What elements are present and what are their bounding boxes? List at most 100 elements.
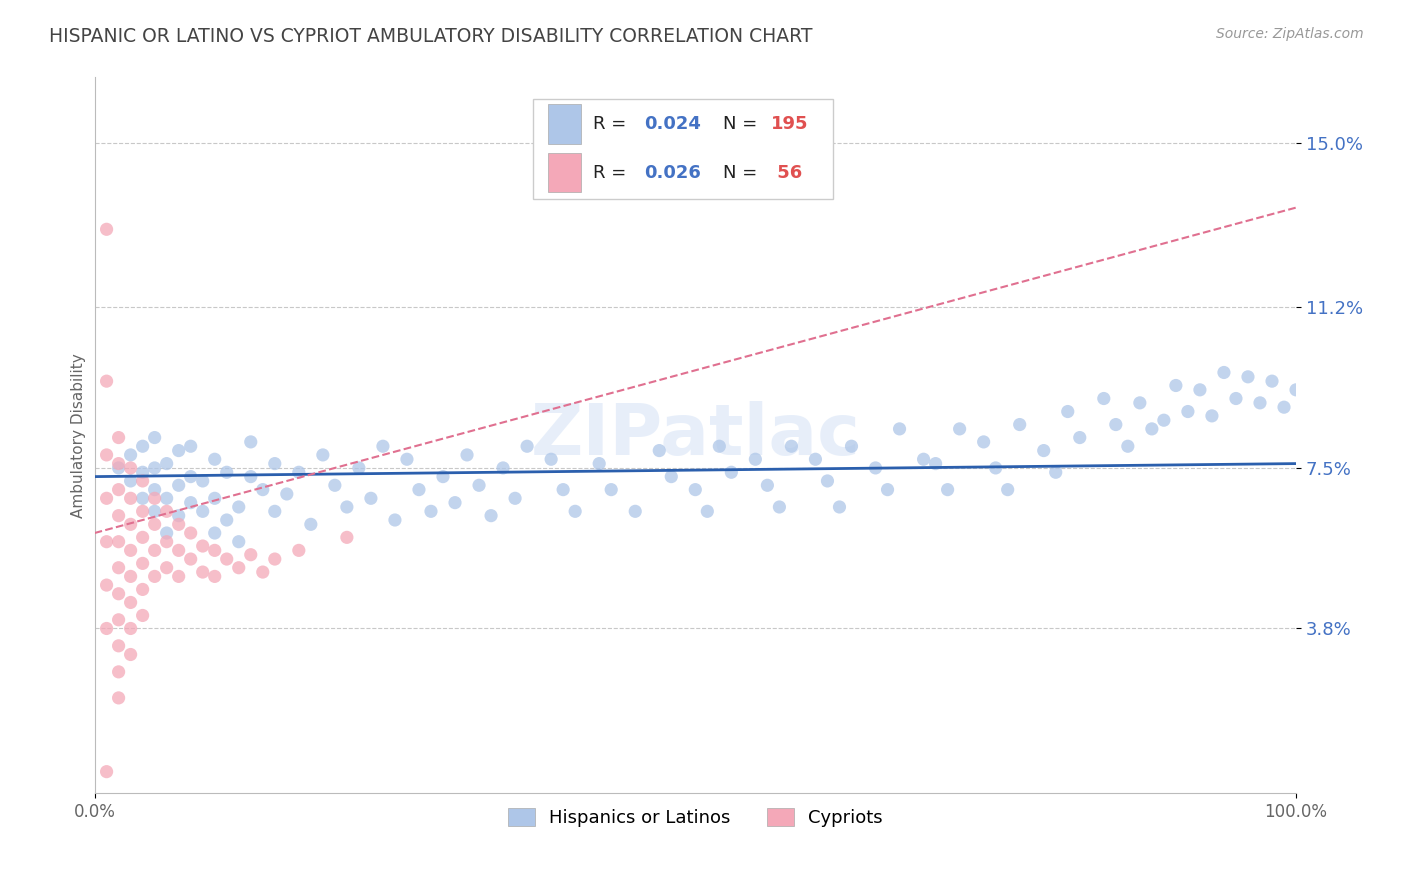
Point <box>780 439 803 453</box>
Text: N =: N = <box>723 163 763 182</box>
Point <box>96 448 118 462</box>
Point <box>180 552 202 566</box>
Point <box>1105 417 1128 432</box>
Point <box>709 439 731 453</box>
Point <box>191 539 214 553</box>
Point <box>107 665 129 679</box>
Point <box>817 474 839 488</box>
Point <box>204 543 226 558</box>
Point <box>336 530 359 544</box>
Point <box>1032 443 1054 458</box>
Point <box>107 560 129 574</box>
Point <box>420 504 443 518</box>
Point <box>131 474 153 488</box>
Point <box>167 543 190 558</box>
Point <box>468 478 491 492</box>
Point <box>120 491 142 506</box>
Point <box>167 478 190 492</box>
Point <box>768 500 790 514</box>
Point <box>131 530 153 544</box>
Point <box>276 487 298 501</box>
Point <box>107 457 129 471</box>
Point <box>456 448 478 462</box>
Point <box>1069 431 1091 445</box>
Point <box>143 483 166 497</box>
Point <box>1116 439 1139 453</box>
Point <box>588 457 610 471</box>
Point <box>1201 409 1223 423</box>
Point <box>865 461 887 475</box>
Point <box>167 569 190 583</box>
Point <box>120 595 142 609</box>
Text: HISPANIC OR LATINO VS CYPRIOT AMBULATORY DISABILITY CORRELATION CHART: HISPANIC OR LATINO VS CYPRIOT AMBULATORY… <box>49 27 813 45</box>
Point <box>143 569 166 583</box>
Point <box>347 461 370 475</box>
Point <box>252 483 274 497</box>
Point <box>180 496 202 510</box>
Point <box>263 457 285 471</box>
Point <box>120 448 142 462</box>
Point <box>432 469 454 483</box>
Point <box>131 439 153 453</box>
Point <box>156 534 179 549</box>
Point <box>191 474 214 488</box>
Point <box>1213 366 1236 380</box>
Point <box>167 443 190 458</box>
Point <box>156 491 179 506</box>
Point <box>1177 404 1199 418</box>
Point <box>1045 465 1067 479</box>
Point <box>1272 400 1295 414</box>
Point <box>516 439 538 453</box>
Text: 195: 195 <box>770 115 808 133</box>
Point <box>720 465 742 479</box>
Text: 56: 56 <box>770 163 803 182</box>
Point <box>924 457 946 471</box>
Point <box>96 491 118 506</box>
Point <box>239 469 262 483</box>
Point <box>984 461 1007 475</box>
Point <box>228 534 250 549</box>
Point <box>1249 396 1271 410</box>
Point <box>1140 422 1163 436</box>
Point <box>1225 392 1247 406</box>
Point <box>659 469 682 483</box>
Point <box>180 439 202 453</box>
Point <box>107 461 129 475</box>
Point <box>143 431 166 445</box>
Point <box>215 513 238 527</box>
Point <box>288 543 311 558</box>
Point <box>841 439 863 453</box>
Point <box>371 439 394 453</box>
Point <box>143 491 166 506</box>
Point <box>167 517 190 532</box>
Point <box>1164 378 1187 392</box>
Point <box>444 496 467 510</box>
Point <box>252 565 274 579</box>
Point <box>167 508 190 523</box>
Point <box>215 552 238 566</box>
Point <box>408 483 430 497</box>
Point <box>492 461 515 475</box>
FancyBboxPatch shape <box>533 99 834 199</box>
Point <box>288 465 311 479</box>
Point <box>120 622 142 636</box>
Point <box>1129 396 1152 410</box>
Point <box>744 452 766 467</box>
Point <box>912 452 935 467</box>
Point <box>107 690 129 705</box>
Point <box>828 500 851 514</box>
Point <box>564 504 586 518</box>
Point <box>204 452 226 467</box>
Point <box>1092 392 1115 406</box>
Text: N =: N = <box>723 115 763 133</box>
Point <box>191 504 214 518</box>
Point <box>96 534 118 549</box>
Point <box>1285 383 1308 397</box>
Legend: Hispanics or Latinos, Cypriots: Hispanics or Latinos, Cypriots <box>501 801 890 834</box>
Point <box>107 431 129 445</box>
Point <box>156 560 179 574</box>
Point <box>180 526 202 541</box>
Point <box>228 560 250 574</box>
Text: ZIPatlас: ZIPatlас <box>530 401 860 470</box>
FancyBboxPatch shape <box>547 153 581 193</box>
